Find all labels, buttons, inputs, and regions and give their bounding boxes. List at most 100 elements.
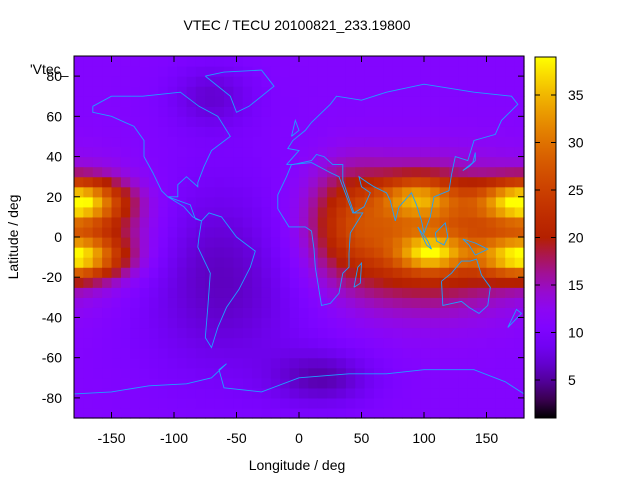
heatmap-cell (308, 126, 319, 138)
heatmap-cell (383, 367, 394, 379)
heatmap-cell (195, 226, 206, 238)
heatmap-cell (139, 76, 150, 87)
heatmap-cell (158, 196, 169, 208)
heatmap-cell (514, 277, 525, 288)
heatmap-cell (149, 267, 159, 278)
heatmap-cell (130, 257, 141, 268)
heatmap-cell (130, 166, 141, 178)
heatmap-cell (449, 407, 459, 419)
heatmap-cell (149, 317, 159, 329)
heatmap-cell (467, 66, 478, 77)
heatmap-cell (74, 166, 84, 178)
heatmap-cell (505, 357, 516, 369)
heatmap-cell (364, 317, 375, 329)
heatmap-cell (186, 116, 197, 127)
heatmap-cell (289, 287, 300, 298)
heatmap-cell (299, 106, 309, 117)
heatmap-cell (439, 287, 450, 298)
heatmap-cell (477, 116, 488, 127)
heatmap-cell (261, 397, 272, 409)
heatmap-cell (374, 247, 384, 258)
heatmap-cell (374, 347, 384, 359)
heatmap-cell (102, 367, 113, 379)
heatmap-cell (505, 176, 516, 188)
heatmap-cell (261, 387, 272, 399)
coastline (353, 261, 363, 288)
heatmap-cell (514, 317, 525, 329)
heatmap-cell (355, 287, 366, 298)
heatmap-cell (402, 226, 413, 238)
heatmap-cell (439, 247, 450, 258)
heatmap-cell (392, 287, 403, 298)
heatmap-cell (392, 357, 403, 369)
heatmap-cell (111, 337, 122, 349)
heatmap-cell (420, 116, 431, 127)
heatmap-cell (364, 76, 375, 87)
heatmap-cell (299, 206, 309, 218)
heatmap-cell (420, 66, 431, 77)
heatmap-cell (92, 267, 103, 278)
heatmap-cell (345, 337, 356, 349)
heatmap-cell (111, 247, 122, 258)
heatmap-cell (102, 347, 113, 359)
heatmap-cell (242, 397, 253, 409)
heatmap-cell (402, 267, 413, 278)
heatmap-cell (167, 216, 178, 228)
heatmap-cell (317, 397, 328, 409)
heatmap-cell (233, 267, 244, 278)
heatmap-cell (83, 156, 94, 168)
heatmap-cell (158, 176, 169, 188)
heatmap-cell (374, 106, 384, 117)
heatmap-cell (374, 116, 384, 127)
heatmap-cell (83, 136, 94, 148)
heatmap-cell (252, 146, 263, 158)
heatmap-cell (317, 136, 328, 148)
heatmap-cell (214, 186, 225, 198)
heatmap-cell (411, 156, 422, 168)
heatmap-cell (120, 56, 131, 67)
heatmap-cell (420, 407, 431, 419)
heatmap-cell (111, 146, 122, 158)
heatmap-cell (261, 377, 272, 389)
heatmap-cell (233, 287, 244, 298)
x-axis: -150 -100 -50 0 50 100 150 (97, 56, 498, 446)
heatmap-cell (149, 216, 159, 228)
heatmap-cell (111, 327, 122, 339)
heatmap-cell (149, 297, 159, 308)
heatmap-cell (158, 407, 169, 419)
heatmap-cell (205, 407, 216, 419)
heatmap-cell (299, 56, 309, 67)
heatmap-cell (242, 106, 253, 117)
heatmap-cell (102, 86, 113, 97)
heatmap-cell (383, 297, 394, 308)
heatmap-cell (158, 307, 169, 319)
heatmap-cell (195, 297, 206, 308)
heatmap-cell (420, 317, 431, 329)
heatmap-cell (92, 357, 103, 369)
heatmap-cell (383, 216, 394, 228)
heatmap-cell (224, 357, 234, 369)
heatmap-cell (392, 176, 403, 188)
heatmap-cell (158, 96, 169, 107)
heatmap-cell (224, 156, 234, 168)
heatmap-cell (327, 196, 338, 208)
heatmap-cell (92, 397, 103, 409)
heatmap-cell (177, 347, 188, 359)
heatmap-cell (392, 347, 403, 359)
heatmap-cell (317, 347, 328, 359)
heatmap-cell (477, 166, 488, 178)
heatmap-cell (158, 267, 169, 278)
heatmap-cell (383, 76, 394, 87)
heatmap-cell (224, 76, 234, 87)
heatmap-cell (364, 307, 375, 319)
heatmap-cell (74, 297, 84, 308)
heatmap-cell (92, 206, 103, 218)
heatmap-cell (477, 337, 488, 349)
heatmap-cell (214, 247, 225, 258)
heatmap-cell (383, 277, 394, 288)
heatmap-cell (167, 257, 178, 268)
heatmap-cell (120, 377, 131, 389)
heatmap-cell (270, 237, 281, 248)
heatmap-cell (355, 216, 366, 228)
heatmap-cell (355, 337, 366, 349)
